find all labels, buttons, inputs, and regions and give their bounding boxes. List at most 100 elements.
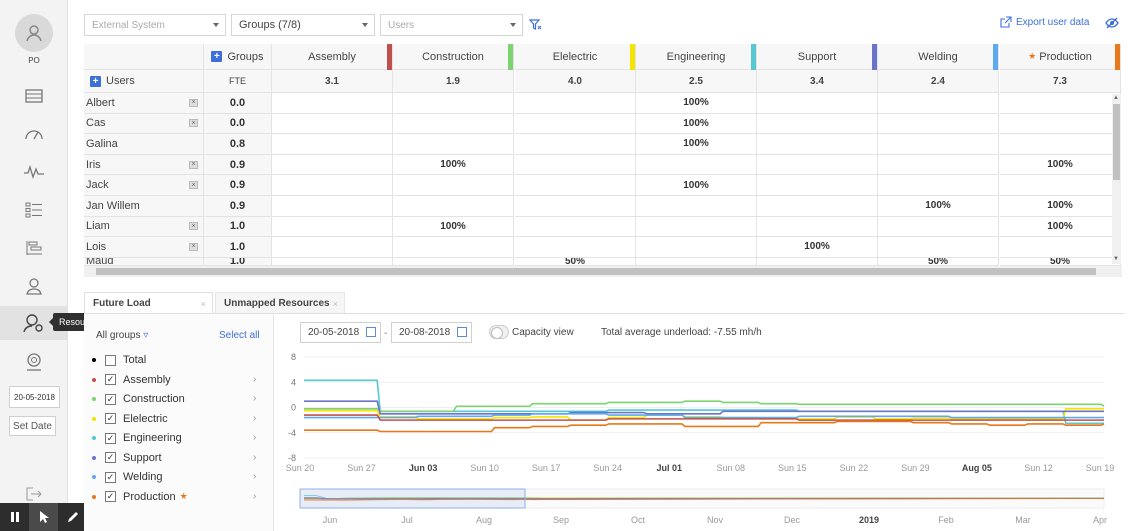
users-header[interactable]: + Users	[84, 70, 204, 93]
user-name-cell[interactable]: Galina	[84, 134, 204, 155]
group-checkbox[interactable]: ✓	[105, 452, 116, 463]
allocation-cell[interactable]	[757, 93, 878, 114]
allocation-cell[interactable]	[515, 134, 636, 155]
remove-user-icon[interactable]: ×	[189, 160, 198, 169]
remove-user-icon[interactable]: ×	[189, 222, 198, 231]
column-header-welding[interactable]: Welding	[878, 44, 999, 70]
allocation-cell[interactable]	[515, 154, 636, 176]
calendar-icon[interactable]	[366, 327, 376, 337]
table-horizontal-scrollbar[interactable]	[84, 266, 1122, 277]
remove-user-icon[interactable]: ×	[189, 181, 198, 190]
column-header-production[interactable]: ★ Production	[1000, 44, 1121, 70]
allocation-cell[interactable]	[393, 175, 514, 196]
allocation-cell[interactable]	[878, 237, 999, 258]
remove-user-icon[interactable]: ×	[189, 242, 198, 251]
capacity-view-toggle[interactable]	[489, 325, 509, 339]
allocation-cell[interactable]	[757, 175, 878, 196]
column-header-assembly[interactable]: Assembly	[272, 44, 393, 70]
user-outline-icon[interactable]	[22, 274, 46, 298]
column-header-elelectric[interactable]: Elelectric	[515, 44, 636, 70]
external-system-select[interactable]: External System	[84, 14, 226, 36]
column-header-engineering[interactable]: Engineering	[636, 44, 757, 70]
group-checkbox[interactable]: ✓	[105, 393, 116, 405]
allocation-cell[interactable]	[878, 154, 999, 176]
user-name-cell[interactable]: Lois ×	[84, 237, 204, 258]
user-name-cell[interactable]: Iris ×	[84, 154, 204, 176]
chevron-right-icon[interactable]: ›	[253, 412, 257, 424]
user-name-cell[interactable]: Maud	[84, 257, 204, 266]
chevron-right-icon[interactable]: ›	[253, 490, 257, 502]
allocation-cell[interactable]	[757, 257, 878, 266]
allocation-cell[interactable]	[272, 257, 393, 266]
user-settings-icon[interactable]	[22, 350, 46, 374]
allocation-cell[interactable]	[1000, 93, 1121, 114]
allocation-cell[interactable]	[272, 154, 393, 176]
group-filter-item[interactable]: ✓ Construction	[92, 390, 185, 408]
allocation-cell[interactable]	[272, 237, 393, 258]
allocation-cell[interactable]	[393, 113, 514, 135]
export-user-data-link[interactable]: Export user data	[1000, 16, 1089, 28]
allocation-cell[interactable]	[636, 257, 757, 266]
date-from-field[interactable]: 20-05-2018	[300, 322, 381, 343]
allocation-cell[interactable]	[757, 154, 878, 176]
group-filter-item[interactable]: ✓ Engineering	[92, 429, 182, 447]
user-avatar[interactable]	[15, 14, 53, 52]
gantt-icon[interactable]	[22, 236, 46, 260]
pen-icon[interactable]	[58, 503, 87, 531]
chevron-right-icon[interactable]: ›	[253, 393, 257, 404]
group-checkbox[interactable]	[105, 354, 116, 366]
chevron-right-icon[interactable]: ›	[253, 373, 257, 385]
allocation-cell[interactable]	[636, 154, 757, 176]
nav-date-field[interactable]: 20-05-2018	[9, 386, 60, 408]
horizontal-scroll-thumb[interactable]	[96, 268, 1096, 275]
group-filter-item[interactable]: Total	[92, 351, 146, 369]
vertical-scroll-thumb[interactable]	[1113, 104, 1120, 180]
allocation-cell[interactable]: 100%	[1000, 154, 1121, 176]
chevron-right-icon[interactable]: ›	[253, 451, 257, 463]
allocation-cell[interactable]	[393, 196, 514, 217]
column-header-construction[interactable]: Construction	[393, 44, 514, 70]
allocation-cell[interactable]: 50%	[515, 257, 636, 266]
user-name-cell[interactable]: Cas ×	[84, 113, 204, 135]
allocation-cell[interactable]	[1000, 113, 1121, 135]
select-all-link[interactable]: Select all	[219, 330, 260, 341]
calendar-icon[interactable]	[457, 327, 467, 337]
scroll-up-arrow[interactable]: ▲	[1113, 95, 1119, 101]
allocation-cell[interactable]	[515, 216, 636, 238]
allocation-cell[interactable]: 100%	[878, 196, 999, 217]
pause-icon[interactable]	[0, 503, 29, 531]
tab-unmapped-resources[interactable]: Unmapped Resources ×	[215, 292, 345, 314]
add-group-icon[interactable]: +	[211, 51, 223, 62]
tab-future-load[interactable]: Future Load ×	[84, 292, 213, 314]
allocation-cell[interactable]	[272, 216, 393, 238]
allocation-cell[interactable]	[878, 113, 999, 135]
all-groups-label[interactable]: All groups ▿	[96, 330, 148, 341]
scroll-down-arrow[interactable]: ▼	[1113, 256, 1119, 262]
allocation-cell[interactable]	[515, 113, 636, 135]
allocation-cell[interactable]	[393, 237, 514, 258]
groups-header[interactable]: + Groups	[204, 44, 272, 70]
remove-user-icon[interactable]: ×	[189, 98, 198, 107]
set-date-button[interactable]: Set Date	[9, 416, 56, 436]
user-name-cell[interactable]: Albert ×	[84, 93, 204, 114]
group-filter-item[interactable]: ✓ Production ★	[92, 488, 188, 506]
allocation-cell[interactable]	[515, 175, 636, 196]
group-filter-item[interactable]: ✓ Support	[92, 449, 162, 467]
list-icon[interactable]	[22, 198, 46, 222]
group-checkbox[interactable]: ✓	[105, 491, 116, 502]
allocation-cell[interactable]	[1000, 134, 1121, 155]
add-user-icon[interactable]: +	[90, 75, 101, 87]
allocation-cell[interactable]: 50%	[1000, 257, 1121, 266]
allocation-cell[interactable]	[393, 134, 514, 155]
allocation-cell[interactable]	[757, 113, 878, 135]
pointer-icon[interactable]	[29, 503, 58, 531]
chevron-right-icon[interactable]: ›	[253, 471, 257, 482]
allocation-cell[interactable]: 100%	[393, 154, 514, 176]
clear-filter-icon[interactable]	[528, 19, 542, 34]
groups-select[interactable]: Groups (7/8)	[231, 14, 375, 36]
remove-user-icon[interactable]: ×	[189, 119, 198, 128]
logout-icon[interactable]	[22, 482, 46, 506]
activity-icon[interactable]	[22, 160, 46, 184]
allocation-cell[interactable]	[636, 216, 757, 238]
dashboard-gauge-icon[interactable]	[22, 122, 46, 146]
